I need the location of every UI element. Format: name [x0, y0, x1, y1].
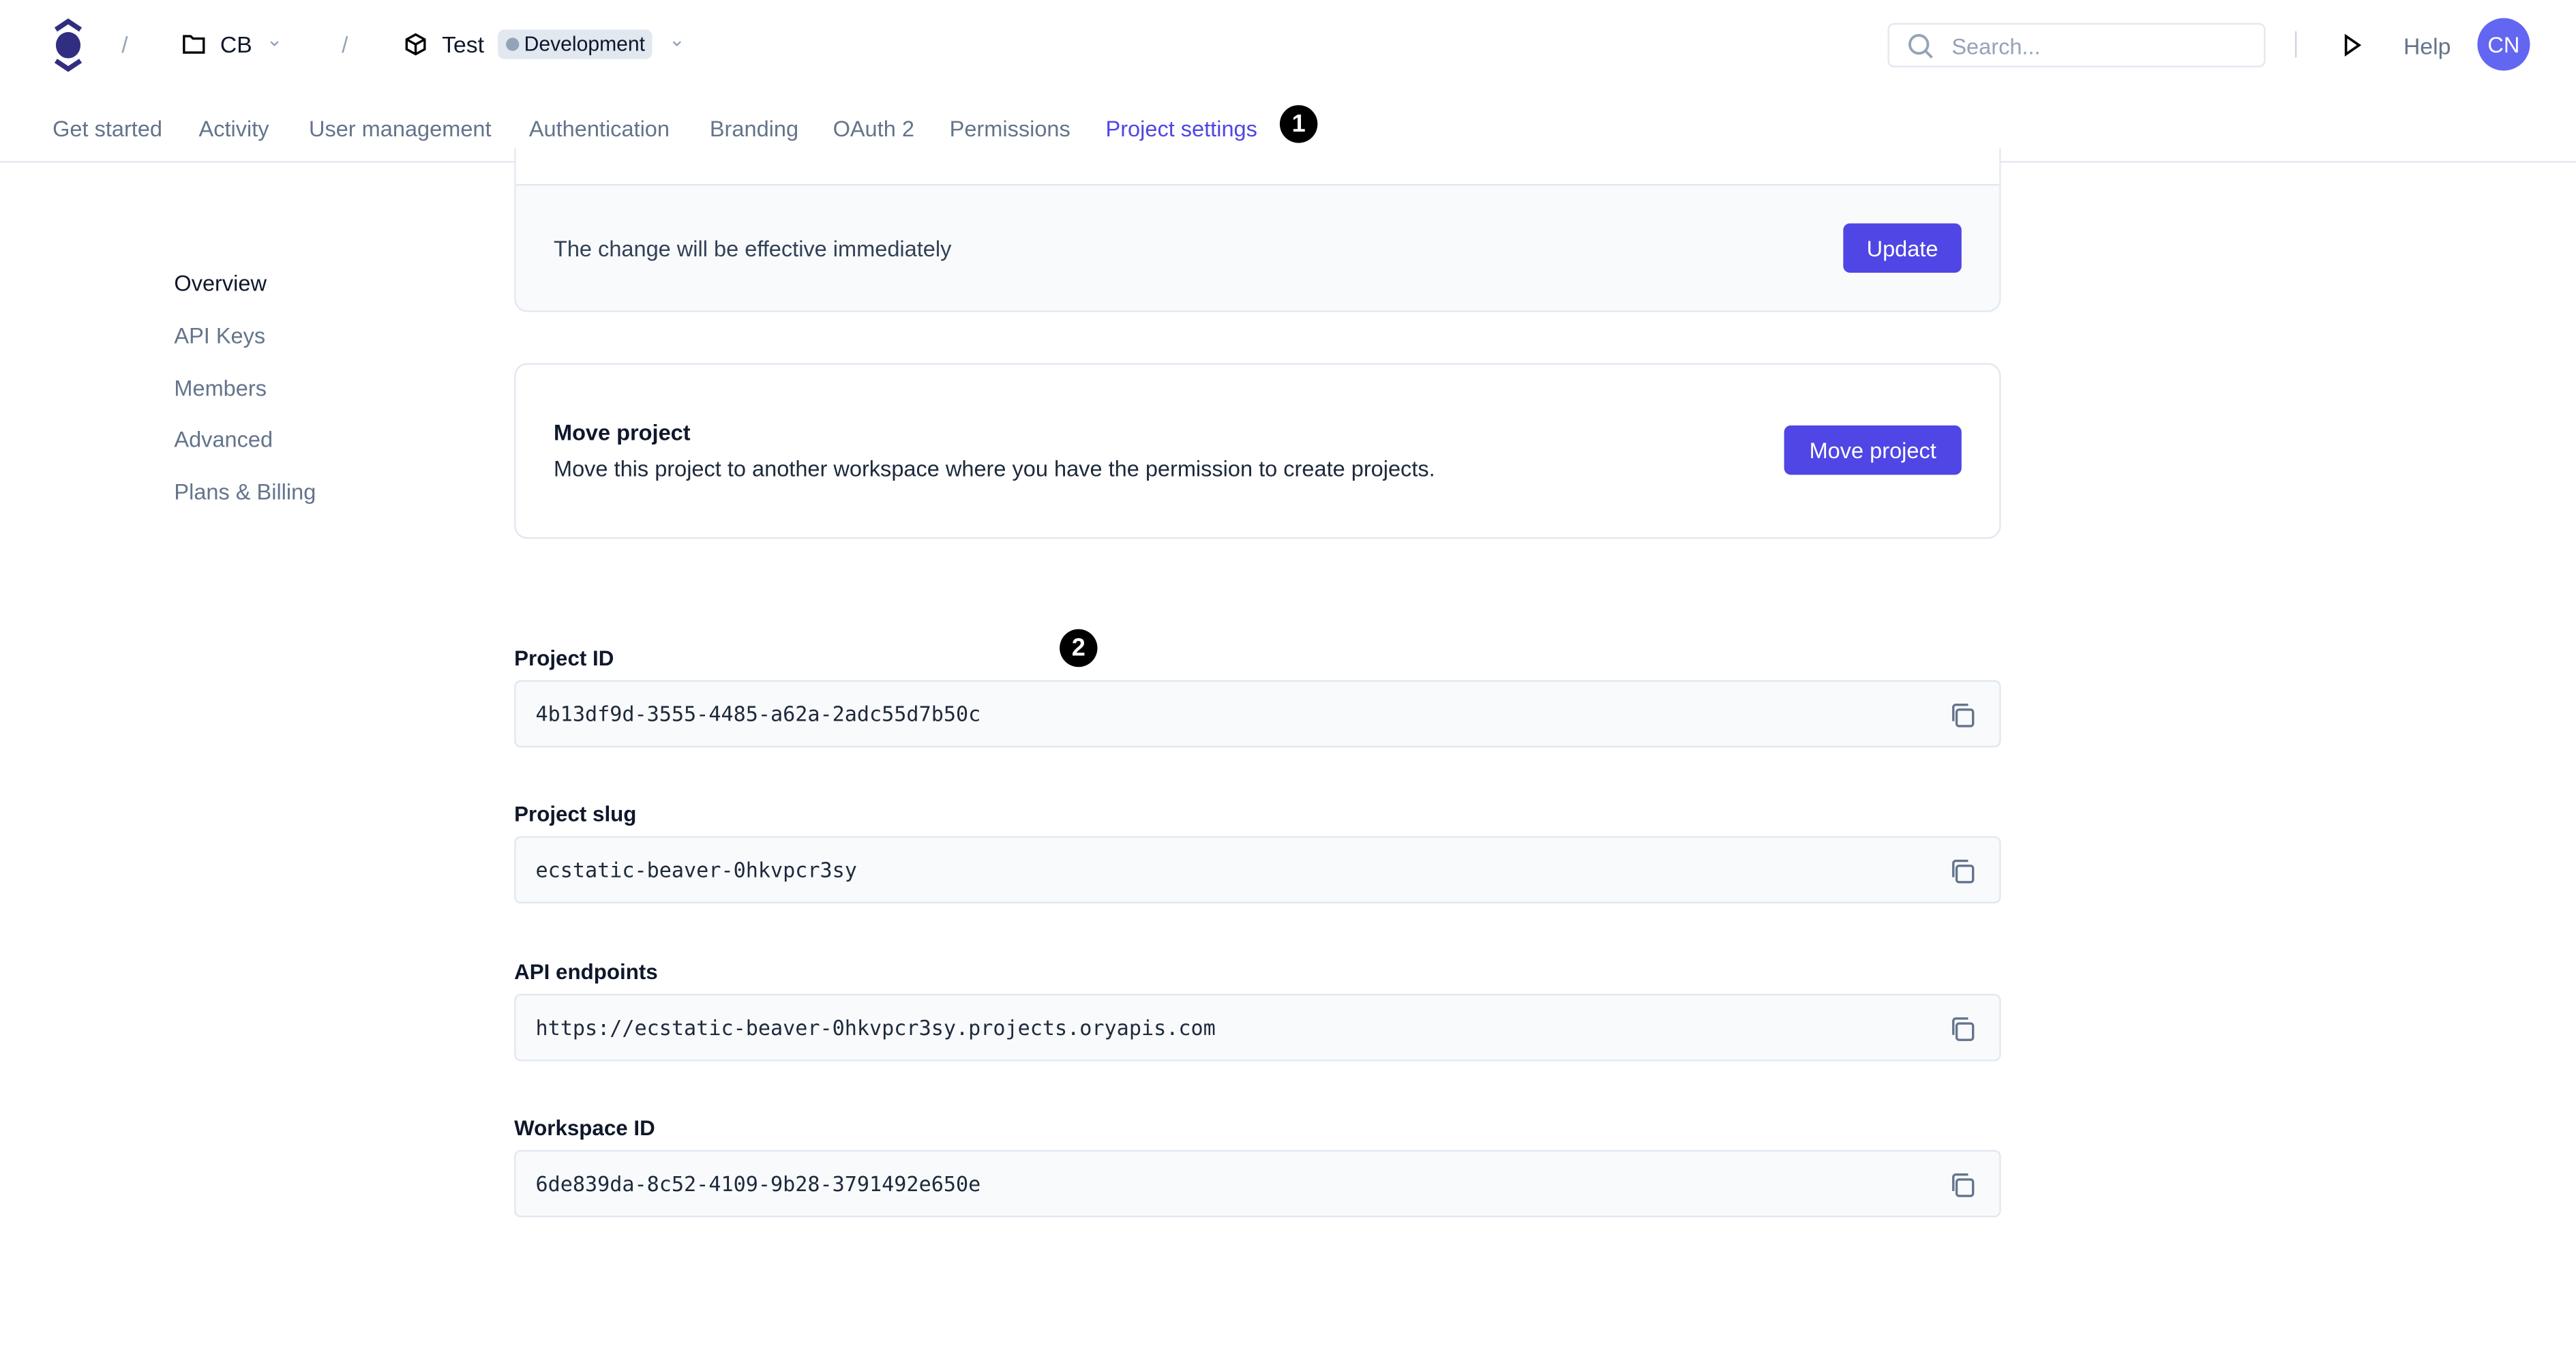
folder-icon: [183, 35, 205, 54]
api-endpoints-label: API endpoints: [514, 959, 658, 985]
help-link[interactable]: Help: [2403, 33, 2451, 59]
search-placeholder: Search...: [1951, 34, 2041, 59]
annotation-badge: 2: [1060, 629, 1098, 668]
move-project-description: Move this project to another workspace w…: [553, 456, 1435, 481]
project-id-value: 4b13df9d-3555-4485-a62a-2adc55d7b50c: [535, 701, 981, 726]
project-slug-field[interactable]: ecstatic-beaver-0hkvpcr3sy: [514, 836, 2001, 904]
tab-project-settings[interactable]: Project settings: [1105, 117, 1257, 142]
workspace-id-field[interactable]: 6de839da-8c52-4109-9b28-3791492e650e: [514, 1150, 2001, 1218]
breadcrumb-separator: /: [342, 31, 348, 58]
avatar[interactable]: CN: [2477, 18, 2530, 71]
environment-label: Development: [524, 33, 646, 56]
move-project-card: Move project Move this project to anothe…: [514, 363, 2001, 539]
sidebar-item-members[interactable]: Members: [174, 376, 267, 401]
tab-branding[interactable]: Branding: [709, 117, 799, 142]
copy-icon[interactable]: [1949, 702, 1977, 730]
cube-icon: [405, 33, 426, 56]
sidebar-item-overview[interactable]: Overview: [174, 271, 267, 296]
tab-get-started[interactable]: Get started: [53, 117, 163, 142]
project-name[interactable]: Test: [442, 31, 485, 58]
api-endpoints-field[interactable]: https://ecstatic-beaver-0hkvpcr3sy.proje…: [514, 993, 2001, 1062]
copy-icon[interactable]: [1949, 858, 1977, 886]
tab-user-management[interactable]: User management: [308, 117, 492, 142]
copy-icon[interactable]: [1949, 1171, 1977, 1199]
divider: [2294, 31, 2297, 58]
tab-permissions[interactable]: Permissions: [949, 117, 1070, 142]
project-slug-label: Project slug: [514, 801, 637, 826]
ory-logo-icon[interactable]: [53, 18, 84, 73]
play-icon[interactable]: [2343, 33, 2363, 57]
environment-badge: Development: [498, 29, 652, 59]
copy-icon[interactable]: [1949, 1015, 1977, 1043]
sidebar-item-advanced[interactable]: Advanced: [174, 427, 273, 452]
update-hint: The change will be effective immediately: [553, 236, 952, 262]
project-id-label: Project ID: [514, 645, 614, 671]
annotation-badge: 1: [1279, 105, 1318, 143]
breadcrumb-separator: /: [121, 31, 128, 58]
search-input[interactable]: Search...: [1887, 22, 2266, 68]
workspace-name[interactable]: CB: [220, 31, 252, 58]
project-slug-value: ecstatic-beaver-0hkvpcr3sy: [535, 857, 857, 882]
status-dot-icon: [506, 38, 520, 51]
sidebar-item-api-keys[interactable]: API Keys: [174, 323, 266, 348]
update-card-footer: [515, 183, 2000, 311]
tab-oauth2[interactable]: OAuth 2: [833, 117, 914, 142]
tab-authentication[interactable]: Authentication: [528, 117, 670, 142]
update-card: The change will be effective immediately…: [514, 147, 2001, 312]
chevron-down-icon[interactable]: ⌄: [266, 27, 283, 51]
move-project-button[interactable]: Move project: [1784, 425, 1962, 475]
sidebar-item-plans-billing[interactable]: Plans & Billing: [174, 479, 316, 505]
update-button[interactable]: Update: [1843, 223, 1962, 273]
workspace-id-label: Workspace ID: [514, 1115, 655, 1141]
tab-activity[interactable]: Activity: [198, 117, 269, 142]
project-id-field[interactable]: 4b13df9d-3555-4485-a62a-2adc55d7b50c: [514, 680, 2001, 748]
api-endpoints-value: https://ecstatic-beaver-0hkvpcr3sy.proje…: [535, 1015, 1216, 1040]
search-icon: [1908, 33, 1933, 59]
move-project-title: Move project: [553, 420, 691, 445]
chevron-down-icon[interactable]: ⌄: [668, 27, 685, 51]
workspace-id-value: 6de839da-8c52-4109-9b28-3791492e650e: [535, 1171, 981, 1197]
